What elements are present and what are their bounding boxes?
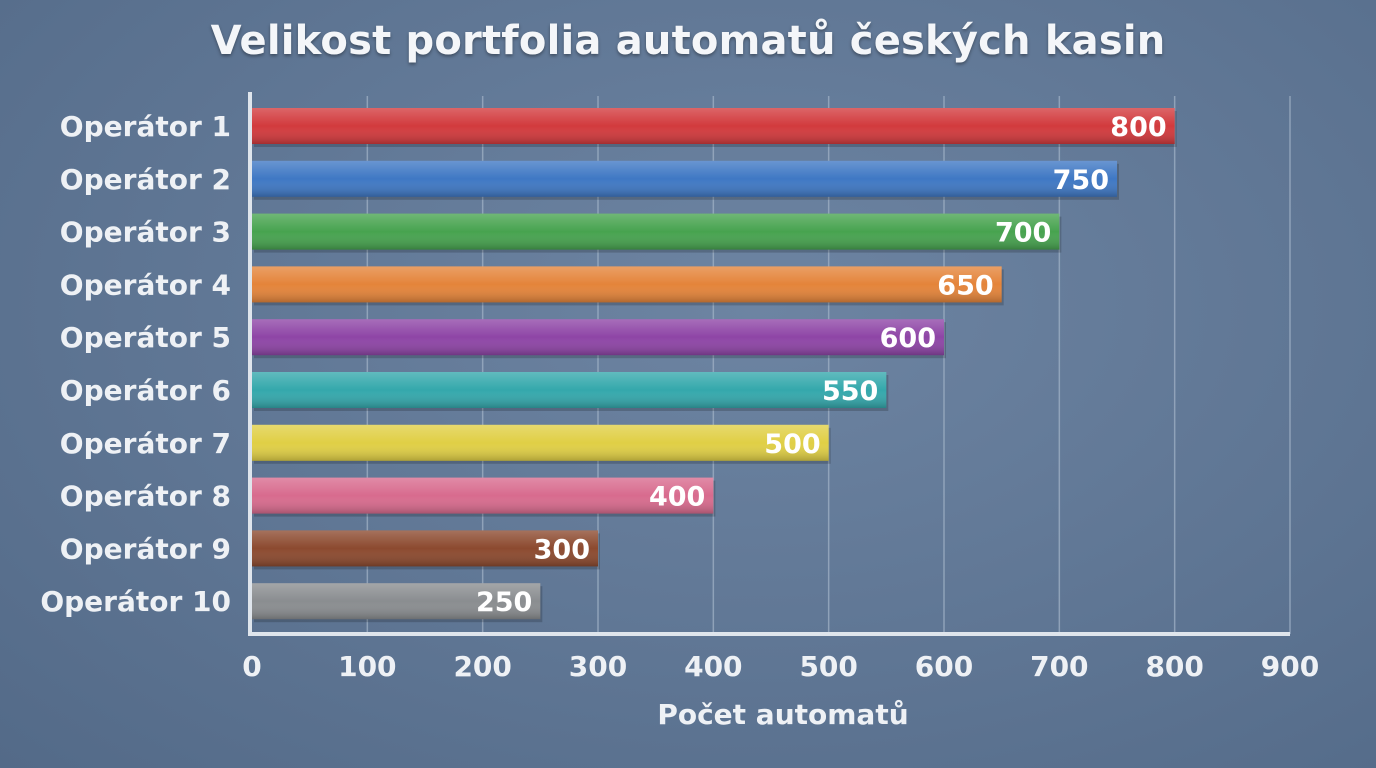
x-tick-label: 100 [338, 650, 396, 683]
value-label: 650 [937, 270, 993, 301]
bar-highlight [252, 530, 598, 567]
bar-highlight [252, 424, 829, 461]
value-label: 750 [1053, 165, 1109, 196]
category-label: Operátor 1 [60, 110, 231, 143]
category-label: Operátor 6 [60, 374, 231, 407]
x-axis-title: Počet automatů [657, 698, 908, 731]
value-label: 250 [476, 587, 532, 618]
x-tick-label: 300 [569, 650, 627, 683]
value-label: 500 [764, 429, 820, 460]
axes [248, 92, 1290, 636]
x-tick-label: 0 [242, 650, 261, 683]
x-tick-label: 600 [915, 650, 973, 683]
bar-highlight [252, 108, 1175, 144]
category-label: Operátor 2 [60, 163, 231, 196]
category-label: Operátor 9 [60, 532, 231, 565]
bars [252, 108, 1177, 623]
value-label: 550 [822, 376, 878, 407]
bar-highlight [252, 372, 887, 408]
bar-highlight [252, 266, 1002, 303]
bar-highlight [252, 319, 944, 356]
bar-highlight [252, 477, 714, 514]
chart-title: Velikost portfolia automatů českých kasi… [210, 18, 1166, 64]
bar-highlight [252, 583, 541, 620]
category-label: Operátor 4 [60, 268, 231, 301]
x-tick-label: 200 [453, 650, 511, 683]
x-tick-label: 800 [1145, 650, 1203, 683]
category-label: Operátor 3 [60, 216, 231, 249]
labels: 0 100 200 300 400 500 600 700 800 900 Operátor 1 80… [40, 110, 1319, 731]
category-label: Operátor 10 [40, 585, 231, 618]
category-label: Operátor 7 [60, 427, 231, 460]
x-tick-label: 900 [1261, 650, 1319, 683]
x-tick-label: 700 [1030, 650, 1088, 683]
category-label: Operátor 8 [60, 480, 231, 513]
bar-highlight [252, 213, 1060, 250]
value-label: 300 [534, 534, 590, 565]
value-label: 600 [880, 323, 936, 354]
value-label: 700 [995, 218, 1051, 249]
x-tick-label: 400 [684, 650, 742, 683]
x-tick-label: 500 [799, 650, 857, 683]
bar-highlight [252, 160, 1117, 197]
value-label: 800 [1110, 112, 1166, 143]
category-label: Operátor 5 [60, 321, 231, 354]
value-label: 400 [649, 482, 705, 513]
